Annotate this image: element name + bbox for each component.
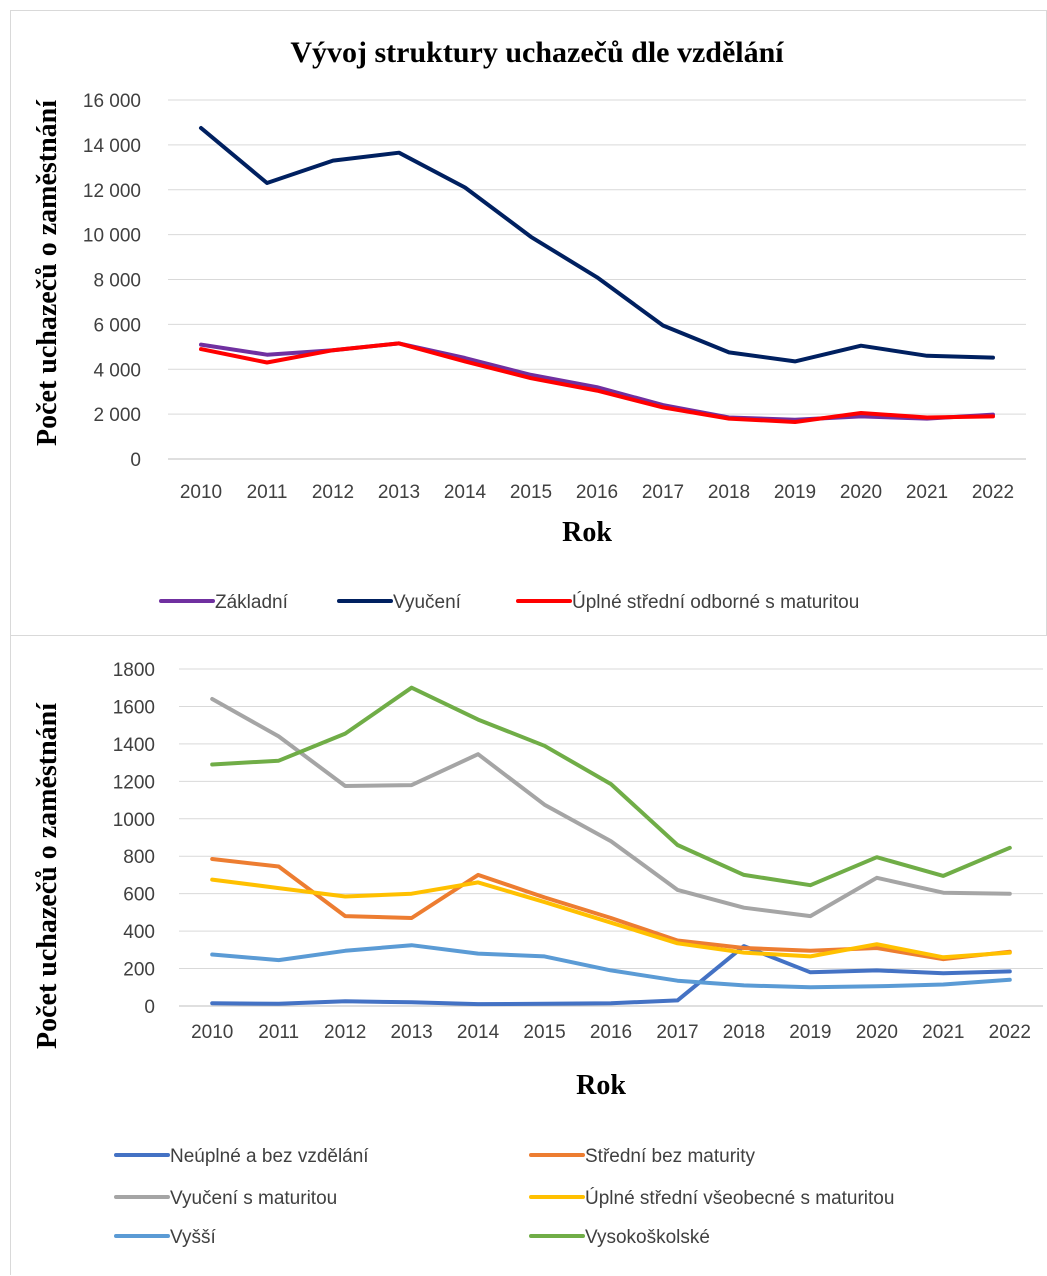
legend-label-0: Základní <box>215 592 289 613</box>
chart-title: Vývoj struktury uchazečů dle vzdělání <box>290 36 784 69</box>
x-tick-label: 2011 <box>258 1022 299 1043</box>
x-tick-label: 2021 <box>906 482 948 503</box>
x-axis-title: Rok <box>576 1070 626 1101</box>
chart-top-panel: Vývoj struktury uchazečů dle vzdělání 0 2 … <box>10 10 1047 635</box>
x-tick-label: 2010 <box>180 482 222 503</box>
legend-label-1: Vyučení <box>393 592 462 613</box>
x-tick-label: 2015 <box>523 1022 565 1043</box>
x-tick-label: 2016 <box>576 482 618 503</box>
x-tick-label: 2021 <box>922 1022 964 1043</box>
y-axis-title: Počet uchazečů o zaměstnání <box>32 99 63 446</box>
y-tick-label: 8 000 <box>93 271 141 292</box>
chart-top: Vývoj struktury uchazečů dle vzdělání 0 2 … <box>32 36 1026 613</box>
legend-label-2: Úplné střední odborné s maturitou <box>572 591 859 613</box>
legend-label-1: Střední bez maturity <box>585 1146 756 1167</box>
y-tick-label: 800 <box>123 847 155 868</box>
chart-bottom: 0 200 400 600 800 1000 1200 1400 1600 1800 2010 201… <box>32 660 1043 1248</box>
y-tick-label: 1400 <box>113 735 155 756</box>
y-tick-label: 14 000 <box>83 136 141 157</box>
x-tick-label: 2020 <box>840 482 882 503</box>
y-tick-label: 200 <box>123 960 155 981</box>
series-line-3 <box>210 877 1012 960</box>
y-tick-label: 600 <box>123 885 155 906</box>
series-line-1 <box>199 126 995 364</box>
x-tick-label: 2015 <box>510 482 552 503</box>
series-line-0 <box>210 944 1012 1007</box>
y-tick-label: 400 <box>123 922 155 943</box>
chart-bottom-panel: 0 200 400 600 800 1000 1200 1400 1600 1800 2010 201… <box>10 635 1047 1275</box>
series-line-5 <box>210 685 1012 888</box>
y-tick-label: 4 000 <box>93 360 141 381</box>
series-line-1 <box>210 857 1012 962</box>
y-tick-label: 1000 <box>113 810 155 831</box>
y-tick-label: 16 000 <box>83 91 141 112</box>
legend-label-3: Úplné střední všeobecné s maturitou <box>585 1187 894 1209</box>
legend-label-5: Vysokoškolské <box>585 1227 710 1248</box>
x-tick-label: 2012 <box>312 482 354 503</box>
x-tick-label: 2017 <box>642 482 684 503</box>
x-tick-label: 2017 <box>656 1022 698 1043</box>
y-tick-label: 0 <box>144 997 155 1018</box>
y-tick-label: 12 000 <box>83 181 141 202</box>
x-tick-label: 2018 <box>708 482 750 503</box>
y-tick-label: 10 000 <box>83 226 141 247</box>
legend-label-4: Vyšší <box>170 1227 216 1248</box>
legend-label-2: Vyučení s maturitou <box>170 1188 337 1209</box>
series-line-2 <box>210 697 1012 919</box>
x-tick-label: 2020 <box>856 1022 898 1043</box>
x-axis-title: Rok <box>562 517 612 548</box>
x-tick-label: 2014 <box>457 1022 500 1043</box>
x-tick-label: 2010 <box>191 1022 233 1043</box>
y-tick-label: 1800 <box>113 660 155 681</box>
x-tick-label: 2011 <box>247 482 288 503</box>
x-tick-label: 2013 <box>390 1022 432 1043</box>
x-tick-label: 2012 <box>324 1022 366 1043</box>
x-tick-label: 2016 <box>590 1022 632 1043</box>
y-axis-title: Počet uchazečů o zaměstnání <box>32 702 63 1049</box>
y-tick-label: 0 <box>130 450 141 471</box>
x-tick-label: 2022 <box>989 1022 1031 1043</box>
series-line-0 <box>199 341 995 422</box>
x-tick-label: 2014 <box>444 482 487 503</box>
y-tick-label: 1200 <box>113 772 155 793</box>
y-tick-label: 6 000 <box>93 315 141 336</box>
x-tick-label: 2018 <box>723 1022 765 1043</box>
x-tick-label: 2013 <box>378 482 420 503</box>
y-tick-label: 2 000 <box>93 405 141 426</box>
x-tick-label: 2019 <box>789 1022 831 1043</box>
y-tick-label: 1600 <box>113 697 155 718</box>
legend-label-0: Neúplné a bez vzdělání <box>170 1146 369 1167</box>
x-tick-label: 2019 <box>774 482 816 503</box>
x-tick-label: 2022 <box>972 482 1014 503</box>
series-line-2 <box>199 341 995 424</box>
series-line-4 <box>210 943 1012 990</box>
